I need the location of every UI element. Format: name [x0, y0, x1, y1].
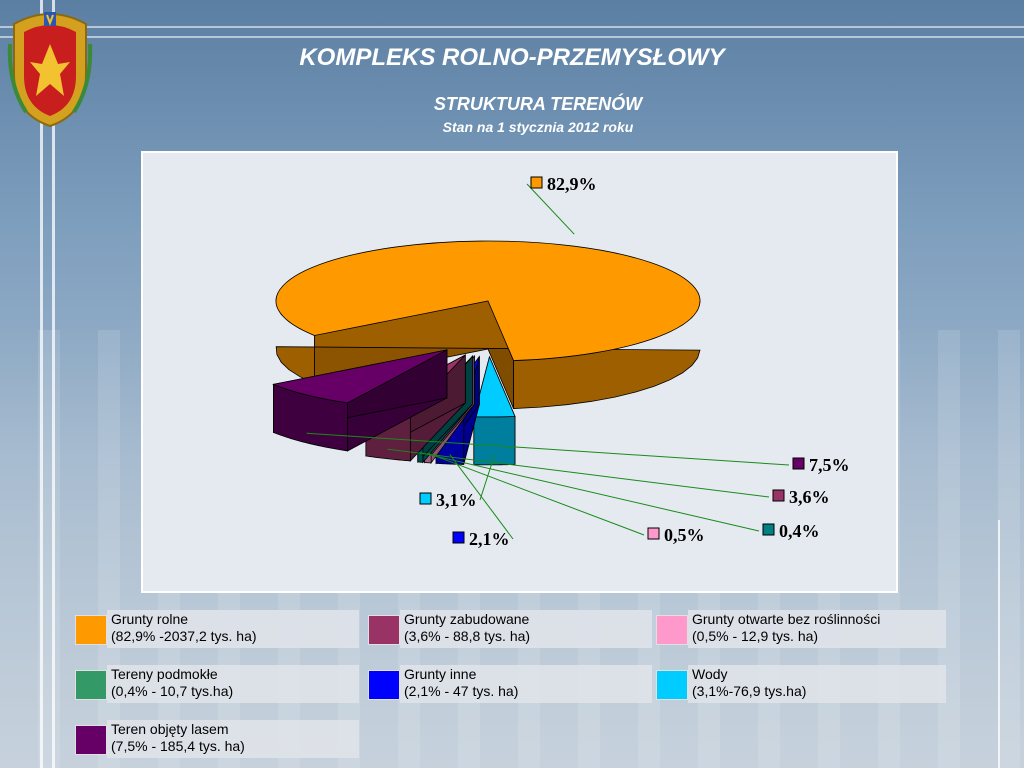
leader-line: [479, 455, 495, 501]
leader-line: [306, 432, 790, 466]
legend-swatch: [75, 670, 107, 700]
data-label: 2,1%: [469, 529, 510, 549]
legend-label: Teren objęty lasem (7,5% - 185,4 tys. ha): [107, 720, 359, 758]
legend-swatch: [368, 670, 400, 700]
legend-name: Grunty zabudowane: [404, 611, 530, 627]
data-label: 3,1%: [436, 490, 477, 510]
page-title: KOMPLEKS ROLNO-PRZEMYSŁOWY: [299, 44, 725, 71]
legend-swatch: [75, 725, 107, 755]
legend-item: Grunty rolne (82,9% -2037,2 tys. ha): [75, 610, 361, 650]
legend-name: Grunty inne: [404, 666, 477, 682]
leader-line: [420, 452, 760, 532]
decor-line: [0, 36, 1024, 38]
legend-label: Tereny podmokłe (0,4% - 10,7 tys.ha): [107, 665, 359, 703]
legend-detail: (3,1%-76,9 tys.ha): [692, 683, 807, 699]
data-label: 3,6%: [789, 487, 830, 507]
legend-name: Grunty otwarte bez roślinności: [692, 611, 881, 627]
pie-chart: 82,9% 7,5% 3,6% 0,4% 0,5% 2,1% 3,1%: [272, 174, 850, 549]
pie-slice: [473, 355, 516, 466]
leader-line: [526, 183, 575, 235]
decor-line: [0, 26, 1024, 28]
decor-line: [40, 0, 43, 768]
data-label: 0,5%: [664, 525, 705, 545]
legend-label: Wody (3,1%-76,9 tys.ha): [688, 665, 946, 703]
legend-label: Grunty otwarte bez roślinności (0,5% - 12…: [688, 610, 946, 648]
legend-name: Teren objęty lasem: [111, 721, 229, 737]
chart-subtitle: STRUKTURA TERENÓW: [433, 94, 643, 114]
label-swatch: [419, 492, 432, 505]
data-label: 7,5%: [809, 455, 850, 475]
label-swatch: [647, 527, 660, 540]
legend-name: Wody: [692, 666, 728, 682]
decor-line: [998, 520, 1000, 768]
leader-line: [427, 452, 645, 536]
legend-item: Grunty otwarte bez roślinności (0,5% - 12…: [656, 610, 948, 650]
legend-label: Grunty rolne (82,9% -2037,2 tys. ha): [107, 610, 359, 648]
legend-item: Wody (3,1%-76,9 tys.ha): [656, 665, 948, 705]
legend-detail: (0,5% - 12,9 tys. ha): [692, 628, 819, 644]
legend-swatch: [75, 615, 107, 645]
decor-line: [52, 0, 55, 768]
legend-item: Grunty zabudowane (3,6% - 88,8 tys. ha): [368, 610, 654, 650]
legend-item: Teren objęty lasem (7,5% - 185,4 tys. ha): [75, 720, 361, 760]
legend-detail: (82,9% -2037,2 tys. ha): [111, 628, 257, 644]
legend-detail: (3,6% - 88,8 tys. ha): [404, 628, 531, 644]
legend-detail: (7,5% - 185,4 tys. ha): [111, 738, 245, 754]
legend-name: Grunty rolne: [111, 611, 189, 627]
label-swatch: [530, 176, 543, 189]
legend-detail: (2,1% - 47 tys. ha): [404, 683, 519, 699]
label-swatch: [452, 531, 465, 544]
label-swatch: [792, 457, 805, 470]
legend-swatch: [656, 615, 688, 645]
legend-name: Tereny podmokłe: [111, 666, 218, 682]
leader-line: [387, 448, 770, 498]
legend-swatch: [656, 670, 688, 700]
pie-slice: [272, 349, 448, 452]
label-swatch: [762, 523, 775, 536]
legend-swatch: [368, 615, 400, 645]
coat-of-arms-icon: [7, 12, 93, 128]
legend-label: Grunty zabudowane (3,6% - 88,8 tys. ha): [400, 610, 652, 648]
chart-area: 82,9% 7,5% 3,6% 0,4% 0,5% 2,1% 3,1%: [141, 151, 898, 593]
pie-slice: [275, 240, 701, 409]
data-label: 82,9%: [547, 174, 597, 194]
label-swatch: [772, 489, 785, 502]
date-line: Stan na 1 stycznia 2012 roku: [442, 119, 634, 135]
data-label: 0,4%: [779, 521, 820, 541]
legend-label: Grunty inne (2,1% - 47 tys. ha): [400, 665, 652, 703]
legend-item: Grunty inne (2,1% - 47 tys. ha): [368, 665, 654, 705]
legend-detail: (0,4% - 10,7 tys.ha): [111, 683, 234, 699]
legend-item: Tereny podmokłe (0,4% - 10,7 tys.ha): [75, 665, 361, 705]
